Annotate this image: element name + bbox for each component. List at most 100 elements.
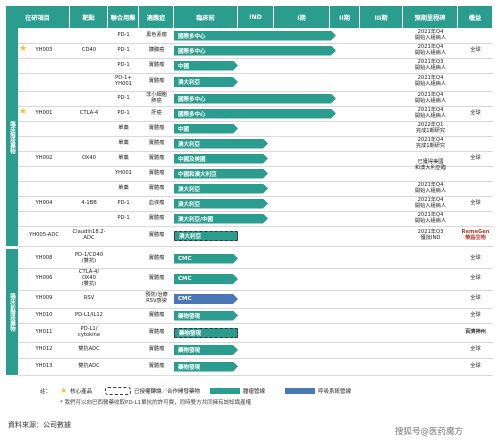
- target-cell: CD40: [81, 46, 97, 53]
- row-divider: [18, 73, 493, 74]
- row-divider: [18, 268, 493, 269]
- indication-cell: 實體瘤: [148, 346, 165, 353]
- sidebar-clinical: 臨床階段藥物: [6, 28, 18, 246]
- row-divider: [18, 91, 493, 92]
- drug-name: YH013: [35, 362, 53, 369]
- rights-cell: 全球: [470, 109, 481, 116]
- rights-cell: 全球: [470, 275, 481, 282]
- indication-cell: 肝癌: [151, 109, 162, 116]
- legend-respiratory: 呼吸系統管線: [285, 387, 351, 395]
- combo-cell: 單藥: [118, 124, 129, 131]
- legend-note: 註：: [40, 387, 51, 395]
- progress-bar: 澳大利亞: [174, 77, 238, 87]
- indication-cell: 實體瘤: [148, 169, 165, 176]
- combo-cell: YH001: [115, 169, 132, 176]
- row-divider: [18, 358, 493, 359]
- combo-cell: PD-1: [117, 199, 130, 206]
- row-divider: [18, 323, 493, 324]
- row-divider: [18, 121, 493, 122]
- target-cell: 4-1BB: [81, 199, 97, 206]
- row-divider: [18, 290, 493, 291]
- rights-cell: 全球: [470, 46, 481, 53]
- milestone-cell: 2021年Q4 開始入組病人: [414, 28, 447, 41]
- remegen-logo: RemeGen 榮昌生物: [461, 229, 490, 241]
- header-project: 在研項目: [6, 6, 70, 28]
- header-preclinical: 臨床前: [174, 6, 238, 28]
- indication-cell: 血液瘤: [148, 199, 165, 206]
- row-divider: [18, 196, 493, 197]
- progress-bar: 中國及美國: [174, 154, 268, 164]
- watermark: 搜狐号@医药魔方: [395, 427, 464, 437]
- sidebar-preclinical: 臨床前階段藥物: [6, 249, 18, 375]
- dashed-bar-icon: [105, 387, 131, 395]
- progress-bar: 中國和澳大利亞: [174, 169, 268, 179]
- star-icon: ★: [19, 44, 28, 54]
- progress-bar: 澳大利亞: [174, 184, 268, 194]
- combo-cell: 單藥: [118, 184, 129, 191]
- pipeline-table: 在研項目 靶點 聯合用藥 適應症 臨床前 IND I期 II期 III期 預期里程碑 權益 臨床階段…: [6, 6, 493, 386]
- indication-cell: 實體瘤: [148, 232, 165, 239]
- header-indication: 適應症: [139, 6, 174, 28]
- target-cell: 雙抗ADC: [78, 362, 100, 369]
- target-cell: PD-1/CD40 (雙抗): [74, 251, 104, 264]
- milestone-cell: 2021年Q4 開始入組病人: [414, 211, 447, 224]
- target-cell: CTLA-4: [79, 109, 99, 116]
- rights-cell: 全球: [470, 346, 481, 353]
- progress-bar: 中國: [174, 61, 238, 71]
- target-cell: RSV: [83, 295, 95, 302]
- rights-cell: 全球: [470, 295, 481, 302]
- target-cell: Claudin18.2- ADC: [72, 229, 106, 241]
- target-cell: 雙抗ADC: [78, 346, 100, 353]
- combo-cell: PD-1: [117, 109, 130, 116]
- indication-cell: 實體瘤: [148, 184, 165, 191]
- milestone-cell: 2022年Q1 完成1期研究: [415, 121, 446, 134]
- header-ind: IND: [238, 6, 274, 28]
- indication-cell: 實體瘤: [148, 214, 165, 221]
- target-cell: PD-L1/IL12: [75, 311, 103, 318]
- header-phase2: II期: [330, 6, 360, 28]
- indication-cell: 實體瘤: [148, 139, 165, 146]
- row-divider: [18, 226, 493, 227]
- indication-cell: 非小細胞 肺癌: [146, 91, 167, 104]
- legend-respiratory-label: 呼吸系統管線: [318, 389, 352, 395]
- drug-name: YH012: [35, 346, 53, 353]
- progress-bar: 藥物發現: [174, 362, 238, 372]
- row-divider: [18, 106, 493, 107]
- drug-name: YH001: [35, 109, 53, 116]
- indication-cell: 實體瘤: [148, 61, 165, 68]
- drug-name: YH011: [35, 328, 53, 335]
- combo-cell: PD-1+ YH001: [115, 75, 132, 87]
- progress-bar: 藥物發現: [174, 311, 238, 321]
- progress-bar: CMC: [174, 294, 238, 304]
- row-divider: [18, 308, 493, 309]
- target-cell: OX40: [82, 154, 96, 161]
- progress-bar: 國際多中心: [174, 46, 336, 56]
- footnote: * 我們可以向巴西醫藥收取PD-L1單抗的許可費，同時雙方共同擁有該知識產權: [60, 400, 252, 406]
- indication-cell: 預防/治療 RSV感染: [145, 292, 168, 304]
- drug-name: YH008: [35, 254, 53, 261]
- progress-bar: 藥物發現: [174, 327, 238, 338]
- target-cell: CTLA-4/ OX40 (雙抗): [78, 269, 100, 287]
- progress-bar: 中國: [174, 124, 238, 134]
- legend-licensed-label: 已授權轉讓／合作開發藥物: [134, 389, 201, 395]
- drug-name: YH005-ADC: [29, 232, 59, 239]
- drug-name: YH004: [35, 199, 53, 206]
- milestone-cell: 2021年Q4 開始入組病人: [414, 181, 447, 194]
- progress-bar: 國際多中心: [174, 94, 336, 104]
- header-rights: 權益: [458, 6, 493, 28]
- beigene-logo: 百濟神州: [465, 328, 486, 335]
- milestone-cell: 2021年Q4 開始入組病人: [414, 196, 447, 209]
- indication-cell: 實體瘤: [148, 124, 165, 131]
- milestone-cell: 2021年Q4 開始入組病人: [414, 43, 447, 56]
- drug-name: YH010: [35, 311, 53, 318]
- milestone-cell: 2021年Q4 開始入組病人: [414, 106, 447, 119]
- row-divider: [18, 246, 493, 247]
- indication-cell: 實體瘤: [148, 254, 165, 261]
- rights-cell: 全球: [470, 254, 481, 261]
- progress-bar: 藥物發現: [174, 345, 238, 355]
- row-divider: [18, 151, 493, 152]
- star-icon: ★: [19, 107, 28, 117]
- respiratory-swatch: [285, 388, 315, 394]
- target-cell: PD-L1/ cytokine: [77, 325, 101, 338]
- legend-licensed: 已授權轉讓／合作開發藥物: [105, 387, 200, 395]
